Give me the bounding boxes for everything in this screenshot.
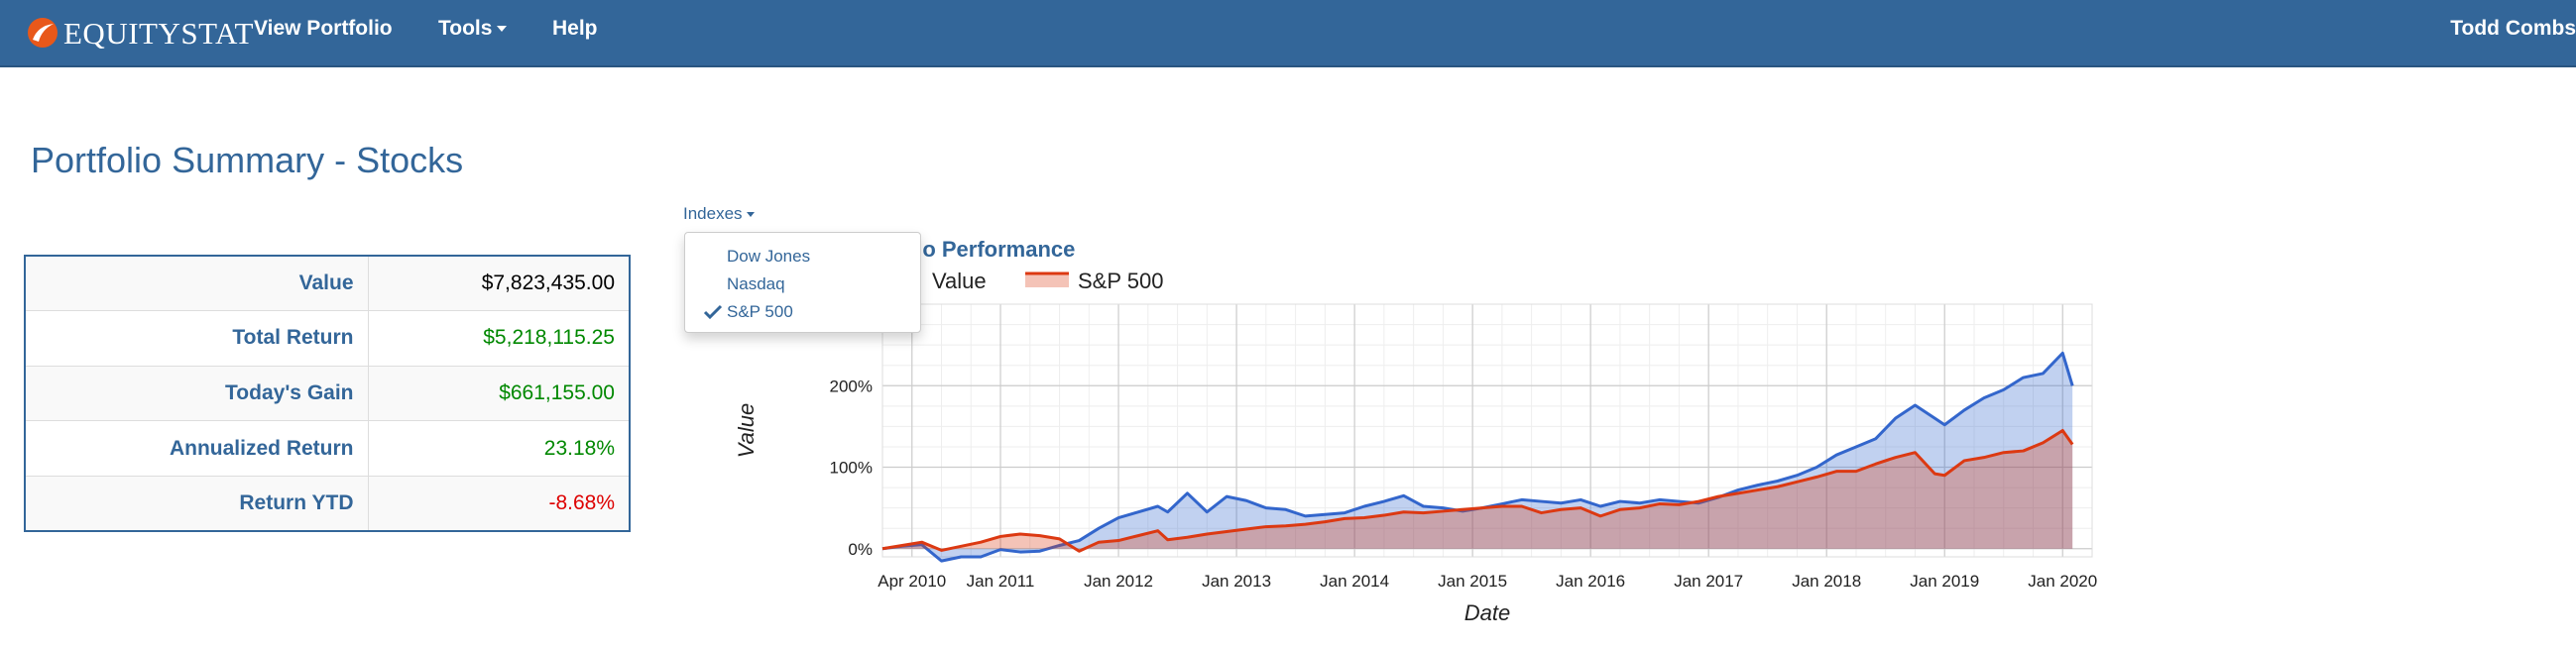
summary-row-value: Value $7,823,435.00 (25, 256, 630, 312)
x-tick-label: Jan 2013 (1202, 572, 1271, 591)
index-option-label: S&P 500 (727, 302, 793, 321)
nav-tools-dropdown[interactable]: Tools (438, 17, 508, 41)
nav-tools-label: Tools (438, 17, 493, 40)
x-tick-label: Jan 2014 (1320, 572, 1389, 591)
nav-help-label: Help (552, 17, 598, 40)
y-axis-title: Value (734, 403, 759, 458)
legend-swatch-sp500 (1025, 273, 1069, 287)
summary-value: $661,155.00 (367, 365, 630, 422)
series-area (882, 353, 2073, 562)
summary-row-todays-gain: Today's Gain $661,155.00 (25, 365, 630, 422)
index-option-dow-jones[interactable]: Dow Jones (685, 243, 920, 270)
user-menu[interactable]: Todd Combs (2450, 17, 2576, 40)
indexes-dropdown-menu: Dow Jones Nasdaq S&P 500 (684, 232, 921, 333)
summary-label: Return YTD (25, 475, 369, 531)
brand[interactable]: EQUITYSTAT (26, 14, 254, 52)
index-option-sp500[interactable]: S&P 500 (685, 298, 920, 326)
x-tick-label: Jan 2015 (1438, 572, 1507, 591)
x-tick-label: Apr 2010 (878, 572, 946, 591)
x-tick-label: Jan 2016 (1556, 572, 1625, 591)
index-option-nasdaq[interactable]: Nasdaq (685, 270, 920, 298)
summary-value: 23.18% (367, 420, 630, 477)
checkmark-icon (703, 304, 723, 320)
x-tick-label: Jan 2012 (1084, 572, 1153, 591)
summary-label: Annualized Return (25, 420, 369, 477)
caret-down-icon (497, 26, 508, 33)
legend-label-sp500: S&P 500 (1078, 269, 1163, 293)
x-tick-label: Jan 2017 (1674, 572, 1743, 591)
equitystat-logo-icon (28, 18, 58, 48)
caret-down-icon (746, 212, 755, 218)
summary-row-return-ytd: Return YTD -8.68% (25, 475, 630, 531)
x-tick-label: Jan 2020 (2028, 572, 2097, 591)
portfolio-performance-chart: 0% 100% 200% Apr 2010 Jan 2011 Jan 2012 Jan 20… (734, 237, 2097, 624)
summary-value: $5,218,115.25 (367, 310, 630, 367)
x-tick-label: Jan 2011 (967, 572, 1035, 591)
summary-value: -8.68% (367, 475, 630, 531)
summary-label: Today's Gain (25, 365, 369, 422)
top-navbar: EQUITYSTAT View Portfolio Tools Help Tod… (0, 0, 2576, 67)
y-tick-label: 100% (830, 459, 873, 478)
y-tick-label: 0% (848, 540, 873, 559)
series-line (881, 429, 2074, 553)
summary-row-annualized-return: Annualized Return 23.18% (25, 420, 630, 477)
brand-name: EQUITYSTAT (63, 15, 254, 51)
nav-view-portfolio[interactable]: View Portfolio (254, 17, 393, 41)
nav-view-portfolio-label: View Portfolio (254, 17, 393, 40)
x-axis-title: Date (1464, 600, 1510, 624)
series-area (882, 430, 2073, 552)
summary-label: Value (25, 256, 369, 312)
indexes-dropdown-toggle[interactable]: Indexes (683, 204, 755, 224)
plot-border (881, 303, 2093, 558)
index-option-label: Dow Jones (727, 247, 811, 266)
index-option-label: Nasdaq (727, 274, 785, 293)
indexes-label: Indexes (683, 204, 743, 223)
legend-label-portfolio: Value (932, 269, 987, 293)
nav-help[interactable]: Help (552, 17, 598, 41)
portfolio-summary-table: Value $7,823,435.00 Total Return $5,218,… (24, 255, 631, 532)
x-tick-label: Jan 2019 (1910, 572, 1979, 591)
x-tick-label: Jan 2018 (1792, 572, 1861, 591)
summary-label: Total Return (25, 310, 369, 367)
summary-value: $7,823,435.00 (367, 256, 630, 312)
summary-row-total-return: Total Return $5,218,115.25 (25, 310, 630, 367)
y-tick-label: 200% (830, 377, 873, 395)
page-title: Portfolio Summary - Stocks (31, 140, 464, 180)
